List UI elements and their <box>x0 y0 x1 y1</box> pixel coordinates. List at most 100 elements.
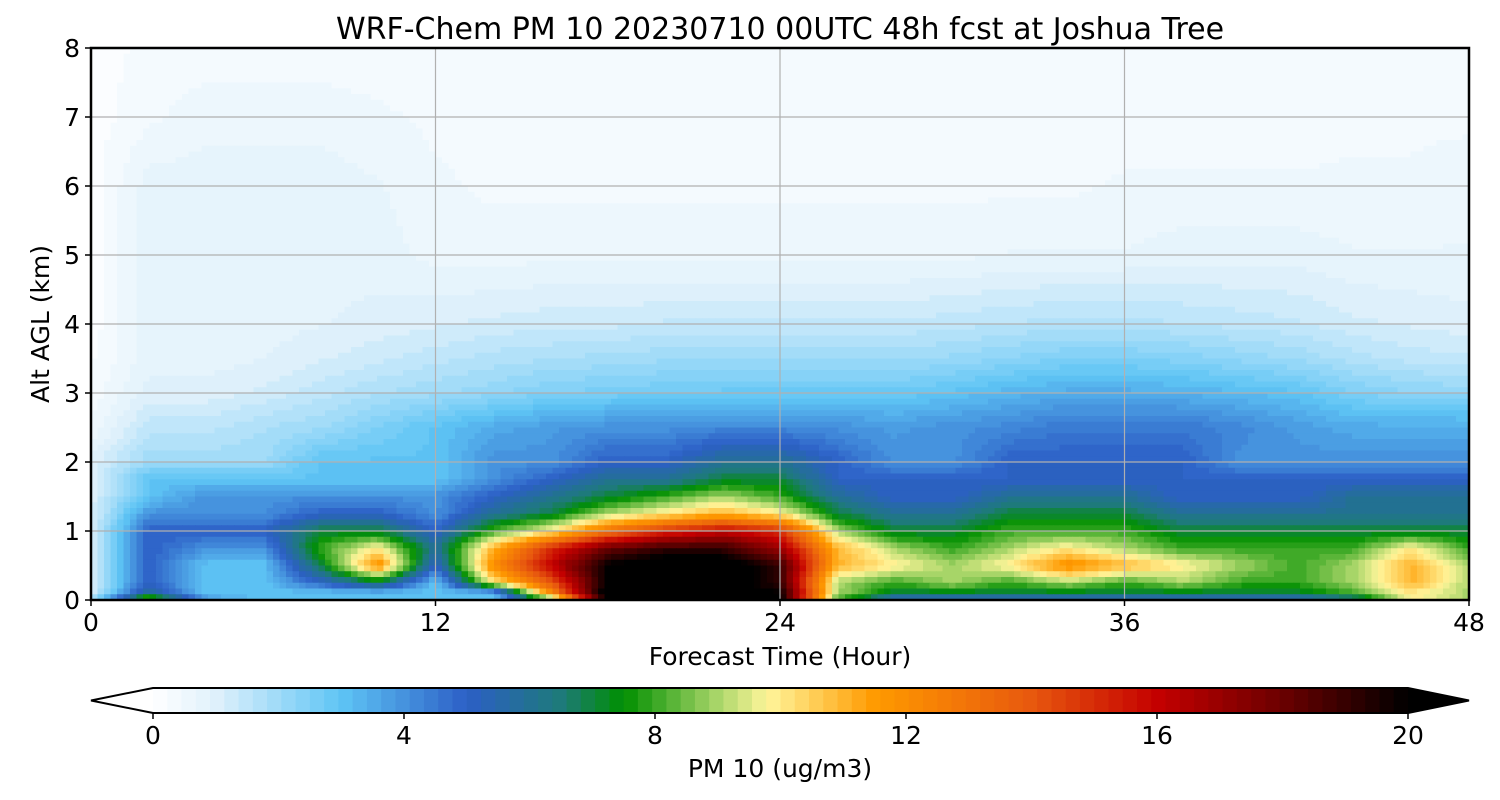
contour-cell <box>1131 134 1138 140</box>
contour-cell <box>390 117 397 123</box>
contour-cell <box>156 140 163 146</box>
contour-cell <box>787 140 794 146</box>
contour-cell <box>975 71 982 77</box>
contour-cell <box>306 100 313 106</box>
contour-cell <box>618 65 625 71</box>
contour-cell <box>1073 77 1080 83</box>
contour-cell <box>1424 152 1431 158</box>
contour-cell <box>865 106 872 112</box>
contour-cell <box>1047 71 1054 77</box>
contour-cell <box>1456 83 1463 89</box>
contour-cell <box>553 106 560 112</box>
contour-cell <box>910 123 917 129</box>
contour-cell <box>371 140 378 146</box>
contour-cell <box>1326 129 1333 135</box>
contour-cell <box>904 175 911 181</box>
contour-cell <box>618 152 625 158</box>
contour-cell <box>1287 77 1294 83</box>
contour-cell <box>1411 152 1418 158</box>
contour-cell <box>930 117 937 123</box>
contour-cell <box>533 94 540 100</box>
contour-cell <box>1079 163 1086 169</box>
contour-cell <box>618 169 625 175</box>
contour-cell <box>949 134 956 140</box>
contour-cell <box>644 106 651 112</box>
contour-cell <box>293 77 300 83</box>
contour-cell <box>358 152 365 158</box>
contour-cell <box>384 134 391 140</box>
contour-cell <box>930 77 937 83</box>
contour-cell <box>403 169 410 175</box>
contour-cell <box>462 83 469 89</box>
contour-cell <box>592 106 599 112</box>
contour-cell <box>423 54 430 60</box>
contour-cell <box>468 77 475 83</box>
contour-cell <box>507 123 514 129</box>
contour-cell <box>1456 163 1463 169</box>
contour-cell <box>572 140 579 146</box>
contour-cell <box>832 100 839 106</box>
contour-cell <box>1255 163 1262 169</box>
contour-cell <box>1333 157 1340 163</box>
contour-cell <box>351 175 358 181</box>
contour-cell <box>780 65 787 71</box>
contour-cell <box>241 123 248 129</box>
contour-cell <box>1313 100 1320 106</box>
contour-cell <box>676 94 683 100</box>
contour-cell <box>949 71 956 77</box>
contour-cell <box>767 157 774 163</box>
contour-cell <box>143 60 150 66</box>
contour-cell <box>579 54 586 60</box>
contour-cell <box>1170 129 1177 135</box>
contour-cell <box>813 140 820 146</box>
contour-cell <box>956 88 963 94</box>
contour-cell <box>1346 71 1353 77</box>
contour-cell <box>956 169 963 175</box>
contour-cell <box>384 117 391 123</box>
contour-cell <box>1209 65 1216 71</box>
contour-cell <box>1235 157 1242 163</box>
contour-cell <box>832 152 839 158</box>
contour-cell <box>852 77 859 83</box>
contour-cell <box>501 169 508 175</box>
contour-cell <box>819 83 826 89</box>
contour-cell <box>1430 175 1437 181</box>
contour-cell <box>286 94 293 100</box>
contour-cell <box>1411 123 1418 129</box>
contour-cell <box>481 77 488 83</box>
contour-cell <box>1105 123 1112 129</box>
contour-cell <box>735 134 742 140</box>
contour-cell <box>689 157 696 163</box>
contour-cell <box>988 146 995 152</box>
contour-cell <box>416 60 423 66</box>
contour-cell <box>1222 146 1229 152</box>
contour-cell <box>195 169 202 175</box>
contour-cell <box>1365 77 1372 83</box>
contour-cell <box>767 152 774 158</box>
contour-cell <box>1352 71 1359 77</box>
contour-cell <box>1391 106 1398 112</box>
contour-cell <box>644 60 651 66</box>
contour-cell <box>683 123 690 129</box>
contour-cell <box>143 157 150 163</box>
contour-cell <box>299 94 306 100</box>
contour-cell <box>501 65 508 71</box>
contour-cell <box>312 146 319 152</box>
contour-cell <box>1281 94 1288 100</box>
contour-cell <box>1131 65 1138 71</box>
contour-cell <box>1027 71 1034 77</box>
contour-cell <box>1274 123 1281 129</box>
contour-cell <box>286 152 293 158</box>
contour-cell <box>1450 100 1457 106</box>
contour-cell <box>319 77 326 83</box>
contour-cell <box>754 169 761 175</box>
contour-cell <box>1424 106 1431 112</box>
contour-cell <box>1359 157 1366 163</box>
contour-cell <box>670 152 677 158</box>
contour-cell <box>605 134 612 140</box>
contour-cell <box>735 65 742 71</box>
contour-cell <box>1339 157 1346 163</box>
contour-cell <box>273 129 280 135</box>
contour-cell <box>676 88 683 94</box>
contour-cell <box>884 134 891 140</box>
